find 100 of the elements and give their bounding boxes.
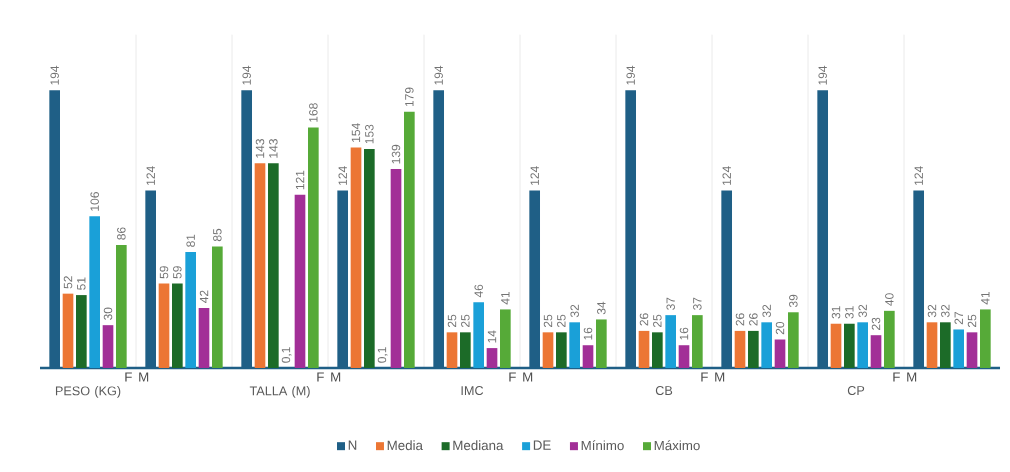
data-label: 32 [941, 304, 950, 318]
text: F [317, 372, 324, 382]
data-label: 14 [487, 330, 497, 343]
data-label: 25 [447, 314, 457, 328]
bar [172, 283, 183, 368]
data-label: 194 [50, 65, 59, 85]
x-tick-label: CP [847, 386, 865, 396]
data-label: 25 [653, 314, 662, 328]
data-label: 143 [255, 139, 265, 158]
data-label: 16 [583, 327, 593, 340]
bar [926, 322, 938, 368]
data-label: 32 [570, 304, 579, 318]
data-label: 59 [173, 266, 182, 279]
bar [638, 330, 650, 368]
data-label: 106 [90, 192, 99, 211]
bar [582, 345, 594, 368]
text: M [715, 372, 725, 382]
data-label: 25 [543, 314, 553, 328]
data-label: 30 [103, 307, 113, 320]
data-label: 31 [831, 306, 841, 319]
data-label: 37 [693, 297, 702, 310]
data-label: 42 [199, 290, 209, 303]
bar [89, 216, 100, 368]
bar [966, 332, 978, 368]
x-tick-label: TALLA (M) [249, 386, 310, 398]
bar [486, 348, 498, 368]
bar [569, 322, 580, 368]
data-label: 124 [146, 166, 155, 185]
data-label: 16 [679, 327, 689, 340]
data-label: 26 [749, 313, 758, 326]
bar [460, 332, 471, 368]
bar [185, 252, 197, 368]
bar [884, 310, 895, 368]
data-label: 34 [597, 301, 606, 315]
bar [774, 339, 786, 368]
bar [596, 319, 607, 368]
text: F [125, 372, 132, 382]
legend-label: Máximo [654, 440, 700, 451]
bar [556, 332, 567, 368]
text: F [509, 372, 516, 382]
data-label: 52 [63, 276, 73, 289]
bar [446, 332, 458, 368]
data-label: 32 [927, 304, 937, 318]
bar [980, 309, 991, 368]
data-label: 25 [967, 314, 977, 328]
text: M [139, 372, 149, 382]
data-label: 41 [981, 291, 990, 305]
data-label: 59 [159, 266, 169, 279]
data-label: 37 [666, 297, 675, 310]
data-label: 154 [351, 123, 361, 142]
bar [870, 335, 882, 368]
bar [116, 244, 127, 368]
x-tick-label: PESO (KG) [55, 386, 121, 398]
bar [254, 163, 266, 368]
text: M [331, 372, 341, 382]
bar [788, 312, 799, 368]
data-label: 25 [557, 314, 566, 328]
data-label: 194 [626, 65, 635, 85]
data-label: 26 [735, 313, 745, 326]
data-label: 51 [77, 277, 86, 290]
x-tick-label: IMC [461, 386, 484, 396]
data-label: 40 [885, 293, 894, 306]
data-label: 124 [722, 166, 731, 185]
bar [404, 111, 415, 368]
bar [473, 302, 485, 368]
legend-label: Mediana [453, 440, 504, 451]
legend-label: Mínimo [581, 440, 624, 451]
bar [830, 323, 842, 368]
bar [76, 295, 87, 368]
bar [268, 163, 279, 368]
bar [350, 147, 362, 368]
data-label: 139 [391, 144, 401, 164]
bar [734, 330, 746, 368]
legend-label: Media [387, 440, 423, 451]
bar [953, 329, 965, 368]
data-label: 124 [914, 166, 923, 185]
data-label: 153 [365, 124, 374, 144]
bar [102, 325, 114, 368]
bar [665, 315, 677, 368]
data-label: 81 [186, 234, 195, 247]
data-label: 0,1 [281, 347, 292, 363]
data-label: 39 [789, 294, 798, 308]
data-label: 143 [269, 139, 278, 158]
data-label: 0,1 [377, 347, 388, 363]
data-label: 46 [474, 284, 483, 298]
data-label: 20 [775, 321, 785, 335]
text: F [701, 372, 708, 382]
data-label: 85 [213, 228, 222, 242]
data-label: 41 [501, 291, 510, 305]
data-label: 86 [117, 227, 126, 240]
bar [390, 169, 402, 368]
data-label: 32 [858, 304, 867, 318]
bar [294, 194, 306, 368]
bar [940, 322, 951, 368]
x-tick-label: CB [655, 386, 673, 396]
bar [500, 309, 511, 368]
bar [212, 246, 223, 368]
bar [364, 148, 375, 368]
bar [761, 322, 773, 368]
data-label: 31 [845, 306, 854, 319]
